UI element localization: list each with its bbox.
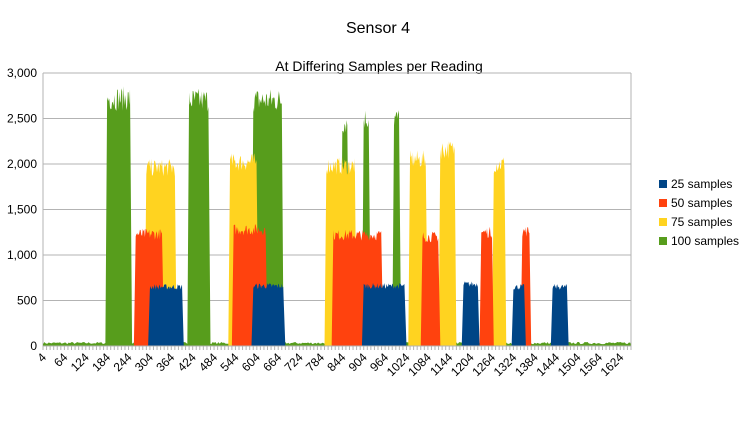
legend-label: 75 samples (671, 215, 732, 229)
plot-series (43, 86, 631, 347)
y-tick-label: 1,500 (7, 203, 37, 217)
data-block (511, 284, 526, 346)
series-25-samples (148, 281, 569, 346)
x-tick-label: 244 (111, 350, 135, 374)
data-block (105, 86, 133, 347)
chart-subtitle: At Differing Samples per Reading (275, 58, 483, 74)
data-block (438, 141, 457, 346)
y-tick-label: 1,000 (7, 248, 37, 262)
legend-swatch (659, 237, 667, 245)
x-tick-label: 484 (196, 350, 220, 374)
y-tick-label: 3,000 (7, 66, 37, 80)
x-tick-label: 544 (217, 350, 241, 374)
x-tick-label: 784 (303, 350, 327, 374)
legend-label: 25 samples (671, 177, 732, 191)
y-tick-label: 2,000 (7, 157, 37, 171)
data-block (420, 231, 441, 346)
y-tick-label: 500 (17, 294, 37, 308)
data-block (361, 283, 407, 346)
x-tick-label: 724 (282, 350, 306, 374)
x-tick-label: 664 (260, 350, 284, 374)
x-tick-label: 304 (132, 350, 156, 374)
y-tick-label: 2,500 (7, 112, 37, 126)
data-block (492, 157, 507, 346)
x-tick-label: 844 (324, 350, 348, 374)
legend-swatch (659, 180, 667, 188)
data-block (479, 226, 494, 346)
legend-label: 50 samples (671, 196, 732, 210)
legend: 25 samples 50 samples 75 samples 100 sample… (659, 177, 739, 248)
y-tick-label: 0 (30, 339, 37, 353)
x-tick-label: 1144 (427, 350, 455, 378)
legend-swatch (659, 218, 667, 226)
x-tick-label: 1624 (598, 350, 627, 379)
data-block (148, 284, 184, 346)
x-tick-label: 64 (51, 350, 71, 370)
data-block (461, 281, 480, 346)
data-block (251, 283, 286, 346)
x-tick-label: 904 (346, 350, 370, 374)
data-block (187, 88, 211, 346)
x-tick-label: 4 (34, 350, 49, 365)
x-tick-label: 364 (153, 350, 177, 374)
x-tick-label: 424 (175, 350, 199, 374)
chart-title: Sensor 4 (346, 20, 410, 37)
legend-swatch (659, 199, 667, 207)
axes: 0 500 1,000 1,500 2,000 2,500 3,000 4 6412418424… (7, 66, 632, 379)
x-tick-label: 124 (68, 350, 92, 374)
x-tick-label: 604 (239, 350, 263, 374)
legend-label: 100 samples (671, 234, 739, 248)
data-block (550, 283, 569, 346)
x-tick-label: 184 (89, 350, 113, 374)
